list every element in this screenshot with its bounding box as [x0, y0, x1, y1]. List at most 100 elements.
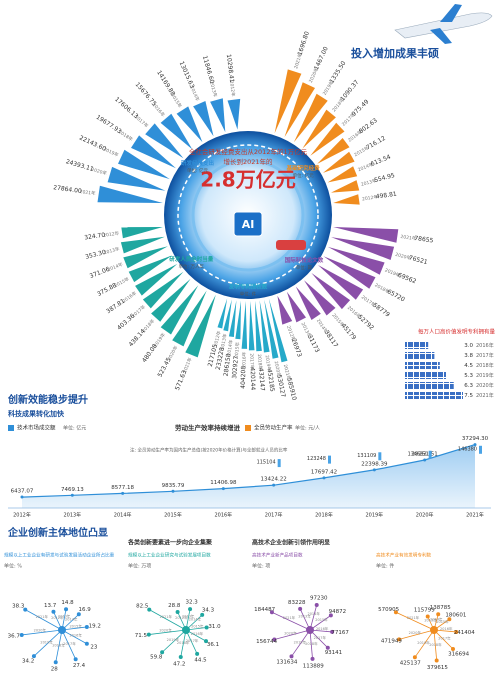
category-label: 2016年: [476, 342, 494, 349]
fan-unit: 单位: 件: [240, 291, 257, 298]
year-label: 2016年: [440, 626, 453, 631]
year-label: 2015年: [315, 617, 328, 622]
value-label: 286158: [223, 353, 233, 377]
value-label: 93141: [325, 650, 343, 656]
dot: [147, 607, 152, 612]
dot: [19, 632, 24, 637]
dot: [447, 617, 452, 622]
year-label: 2017年: [438, 635, 451, 640]
value-label: 146380: [458, 446, 477, 452]
year-label: 2013年: [208, 81, 219, 99]
x-tick-label: 2015年: [164, 512, 182, 519]
x-tick-label: 2012年: [13, 512, 31, 519]
chart-title: 科技成果转化加快: [8, 409, 65, 418]
ray: [121, 227, 163, 239]
point: [372, 468, 376, 472]
bar: [479, 445, 482, 454]
dot: [53, 660, 58, 665]
title: 投入增加成果丰硕: [351, 46, 439, 60]
value-label: 554.95: [374, 172, 396, 184]
spoke: [309, 604, 318, 631]
ray: [295, 286, 321, 320]
legend-unit: 单位: 亿元: [63, 425, 86, 432]
ray: [160, 285, 199, 335]
star-title: 规模以上工业企业有研发与试验发展活动企业所占比重: [4, 552, 115, 559]
year-label: 2015年: [191, 624, 204, 629]
year-label: 2020年: [273, 360, 283, 377]
dot: [178, 654, 183, 659]
value-label: 180601: [445, 613, 466, 619]
spoke: [309, 615, 332, 631]
year-label: 2014年: [225, 339, 234, 356]
value-label: 123248: [307, 456, 326, 462]
year-label: 2018年: [256, 354, 264, 371]
value-label: 65720: [386, 288, 406, 303]
value-label: 138785: [430, 605, 451, 611]
dot: [146, 632, 151, 637]
value-label: 8577.18: [111, 485, 134, 491]
ray: [217, 298, 228, 329]
waffle-bar: [405, 392, 463, 399]
value-label: 387.81: [105, 298, 126, 316]
bar: [328, 455, 331, 464]
value-label: 471949: [381, 639, 402, 645]
subtitle: 增长到2021年的: [223, 157, 273, 166]
year-label: 2012年: [362, 193, 379, 202]
star-title: 高技术产业新产品项目数: [252, 552, 303, 559]
ray: [172, 290, 207, 347]
ray: [118, 149, 170, 180]
value-label: 184487: [254, 607, 275, 613]
value-label: 27864.00: [53, 184, 83, 195]
ray: [145, 123, 184, 159]
value-label: 113889: [303, 663, 324, 669]
ray: [227, 98, 241, 130]
year-label: 2014年: [430, 616, 443, 621]
value-label: 17606.13: [113, 96, 139, 120]
x-tick-label: 2017年: [265, 512, 283, 519]
value-label: 76521: [408, 254, 428, 266]
year-label: 2016年: [191, 631, 204, 636]
x-tick-label: 2014年: [114, 512, 132, 519]
dot: [434, 658, 439, 663]
value-label: 156744: [256, 639, 277, 645]
dot: [310, 656, 315, 661]
value-label: 371.06: [89, 266, 111, 280]
year-label: 2013年: [58, 614, 71, 619]
spoke: [291, 629, 311, 657]
value-label: 13015.63: [178, 60, 196, 89]
ray: [331, 180, 360, 193]
value-label: 420144: [249, 367, 257, 390]
value-label: 78655: [414, 235, 434, 245]
year-label: 2020年: [409, 630, 422, 635]
dot: [393, 610, 398, 615]
bar: [378, 452, 382, 461]
dot: [175, 609, 180, 614]
year-label: 2019年: [40, 639, 53, 644]
fan-unit: 单位: 亿元: [187, 167, 208, 174]
ray: [123, 246, 168, 269]
dot: [450, 646, 455, 651]
value-label: 3.8: [464, 353, 473, 359]
hub: [306, 626, 314, 634]
ray: [333, 194, 360, 205]
spoke: [61, 626, 87, 631]
x-tick-label: 2016年: [214, 512, 232, 519]
value-label: 37294.30: [462, 436, 489, 442]
value-label: 47.2: [173, 661, 185, 667]
year-label: 2020年: [159, 628, 172, 633]
ray: [284, 82, 315, 138]
value-label: 59.8: [150, 655, 163, 661]
ring: [191, 158, 305, 272]
value-label: 716.12: [365, 135, 387, 151]
hub: [182, 626, 190, 634]
waffle-title: 每万人口高价值发明专利拥有量: [418, 328, 496, 336]
value-label: 94872: [329, 609, 347, 615]
category-label: 2018年: [476, 362, 494, 369]
value-label: 38.3: [12, 604, 25, 610]
year-label: 2014年: [307, 611, 320, 616]
year-label: 2012年: [228, 80, 237, 97]
ray: [248, 301, 255, 351]
ray: [331, 237, 395, 260]
value-label: 523.45: [156, 357, 172, 379]
